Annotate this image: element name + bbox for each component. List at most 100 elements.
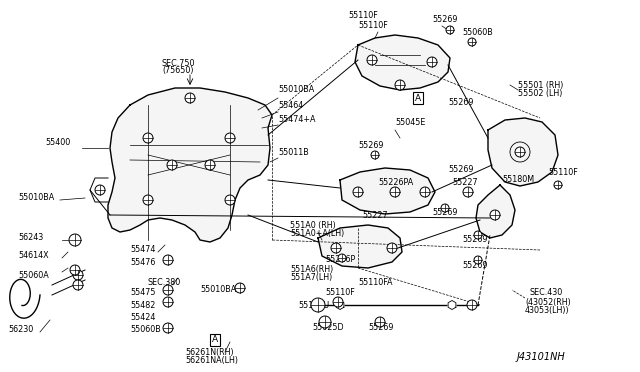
Circle shape	[225, 133, 235, 143]
Text: 55110F: 55110F	[348, 11, 378, 20]
Text: 55502 (LH): 55502 (LH)	[518, 89, 563, 98]
Circle shape	[474, 256, 482, 264]
Circle shape	[467, 300, 477, 310]
Circle shape	[70, 265, 80, 275]
Circle shape	[205, 160, 215, 170]
Circle shape	[69, 234, 81, 246]
Text: 55424: 55424	[130, 313, 156, 322]
Polygon shape	[488, 118, 558, 186]
Circle shape	[143, 195, 153, 205]
Text: 55464: 55464	[278, 101, 303, 110]
Text: 551A0 (RH): 551A0 (RH)	[290, 221, 336, 230]
Text: 55110F: 55110F	[358, 21, 388, 30]
Circle shape	[225, 195, 235, 205]
Circle shape	[390, 187, 400, 197]
Text: 551A6(RH): 551A6(RH)	[290, 265, 333, 274]
Circle shape	[73, 270, 83, 280]
Text: 55010BA: 55010BA	[278, 85, 314, 94]
Circle shape	[95, 185, 105, 195]
Circle shape	[353, 187, 363, 197]
Circle shape	[490, 210, 500, 220]
Circle shape	[143, 133, 153, 143]
Polygon shape	[318, 225, 402, 268]
Circle shape	[163, 297, 173, 307]
Circle shape	[333, 297, 343, 307]
Text: 55269: 55269	[432, 15, 458, 24]
Text: 55060A: 55060A	[18, 271, 49, 280]
Polygon shape	[448, 301, 456, 310]
Circle shape	[167, 160, 177, 170]
Text: 55110U: 55110U	[298, 301, 329, 310]
Text: 55269: 55269	[448, 98, 474, 107]
Circle shape	[163, 255, 173, 265]
Text: 56230: 56230	[8, 325, 33, 334]
Circle shape	[367, 55, 377, 65]
Text: 55060B: 55060B	[462, 28, 493, 37]
Text: 56243: 56243	[18, 233, 44, 242]
Text: (75650): (75650)	[163, 66, 194, 75]
Text: 55476: 55476	[130, 258, 156, 267]
Text: 55501 (RH): 55501 (RH)	[518, 81, 563, 90]
Text: 55110F: 55110F	[325, 288, 355, 297]
Text: A: A	[415, 93, 421, 103]
Circle shape	[338, 254, 346, 262]
Text: 55269: 55269	[448, 165, 474, 174]
Text: 55045E: 55045E	[395, 118, 426, 127]
Text: 55060B: 55060B	[130, 325, 161, 334]
Text: 55010BA: 55010BA	[200, 285, 236, 294]
Text: A: A	[212, 336, 218, 344]
Text: 43053(LH)): 43053(LH))	[525, 306, 570, 315]
Text: 55475: 55475	[130, 288, 156, 297]
Text: 55010BA: 55010BA	[18, 193, 54, 202]
Circle shape	[515, 147, 525, 157]
Polygon shape	[476, 185, 515, 238]
Circle shape	[185, 93, 195, 103]
Circle shape	[331, 243, 341, 253]
Circle shape	[427, 57, 437, 67]
Polygon shape	[108, 88, 272, 242]
Circle shape	[441, 204, 449, 212]
Text: 55180M: 55180M	[502, 175, 534, 184]
Text: SEC.430: SEC.430	[530, 288, 563, 297]
Circle shape	[319, 316, 331, 328]
Text: 551A7(LH): 551A7(LH)	[290, 273, 332, 282]
Text: 55269: 55269	[462, 235, 488, 244]
Text: 55011B: 55011B	[278, 148, 308, 157]
Text: 55110F: 55110F	[548, 168, 578, 177]
Text: 55227: 55227	[452, 178, 477, 187]
Circle shape	[554, 181, 562, 189]
Circle shape	[73, 280, 83, 290]
Circle shape	[311, 298, 325, 312]
Circle shape	[420, 187, 430, 197]
Circle shape	[468, 38, 476, 46]
Text: 55227: 55227	[362, 211, 388, 220]
Text: J43101NH: J43101NH	[516, 352, 565, 362]
Text: 55110FA: 55110FA	[358, 278, 392, 287]
Text: 55226P: 55226P	[325, 255, 355, 264]
Text: 54614X: 54614X	[18, 251, 49, 260]
Circle shape	[387, 243, 397, 253]
Polygon shape	[336, 301, 344, 310]
Circle shape	[163, 323, 173, 333]
Text: 55269: 55269	[368, 323, 394, 332]
Text: 55269: 55269	[462, 261, 488, 270]
Text: 55269: 55269	[432, 208, 458, 217]
Circle shape	[474, 231, 482, 239]
Text: 55474+A: 55474+A	[278, 115, 316, 124]
Text: SEC.380: SEC.380	[148, 278, 181, 287]
Text: 55025D: 55025D	[312, 323, 344, 332]
Text: 55226PA: 55226PA	[378, 178, 413, 187]
Text: 55400: 55400	[45, 138, 70, 147]
Polygon shape	[340, 168, 435, 214]
Circle shape	[163, 285, 173, 295]
Text: 55269: 55269	[358, 141, 383, 150]
Circle shape	[463, 187, 473, 197]
Polygon shape	[355, 35, 450, 90]
Circle shape	[375, 317, 385, 327]
Text: 551A0+A(LH): 551A0+A(LH)	[290, 229, 344, 238]
Text: SEC.750: SEC.750	[161, 59, 195, 68]
Text: 55482: 55482	[130, 301, 156, 310]
Text: 56261NA(LH): 56261NA(LH)	[185, 356, 238, 365]
Circle shape	[371, 151, 379, 159]
Circle shape	[235, 283, 245, 293]
